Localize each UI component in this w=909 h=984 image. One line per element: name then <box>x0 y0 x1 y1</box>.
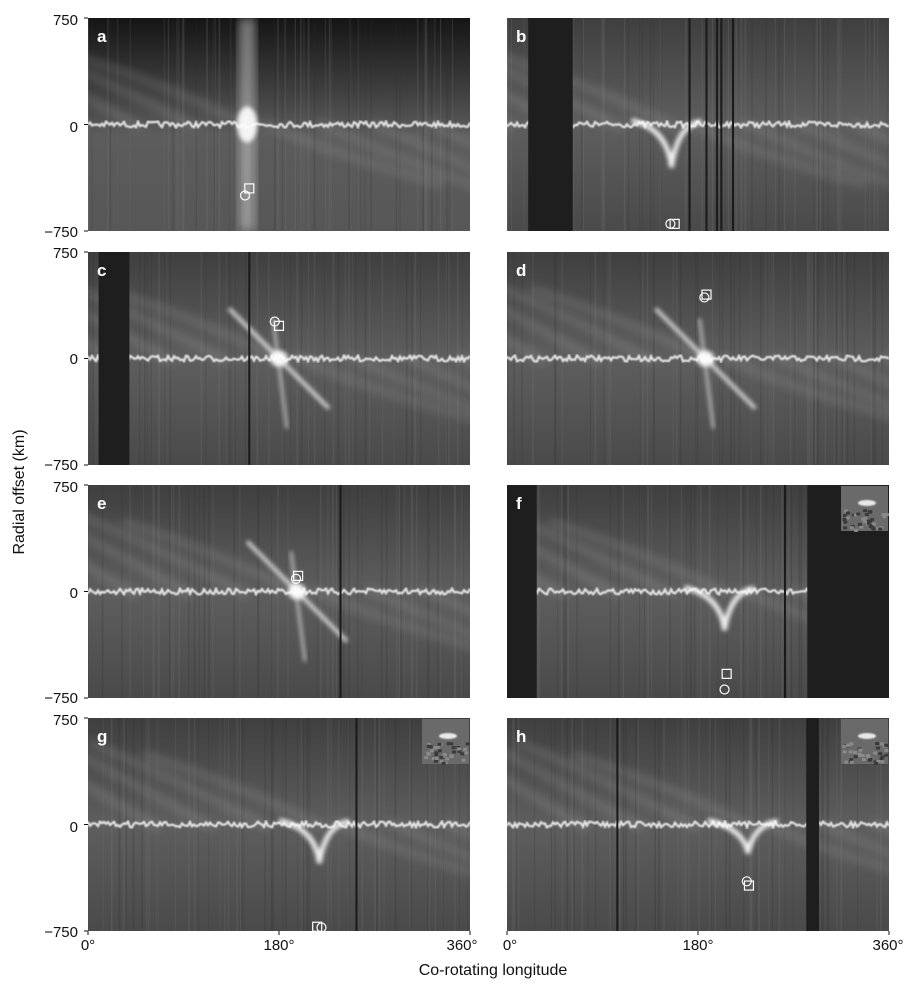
x-axis-title: Co-rotating longitude <box>419 962 568 979</box>
marker-circle <box>741 876 752 887</box>
panel-a: a <box>84 17 470 232</box>
y-tick-label-top: 750 <box>53 245 78 262</box>
feature-cross <box>654 307 757 429</box>
y-tick-label-zero: 0 <box>70 119 78 136</box>
panel-b: b <box>507 18 889 231</box>
y-tick-label-bottom: −750 <box>44 224 78 241</box>
panel-f: f <box>507 485 889 698</box>
feature-droop <box>683 585 756 631</box>
marker-circle <box>239 190 251 201</box>
data-gap-band <box>806 718 819 931</box>
y-tick-label-bottom: −750 <box>44 457 78 474</box>
feature-droop <box>707 818 779 854</box>
panel-letter: d <box>516 261 526 280</box>
panel-d: d <box>507 252 889 465</box>
marker-circle <box>699 292 710 303</box>
marker-circle <box>665 218 676 229</box>
y-tick-label-zero: 0 <box>70 351 78 368</box>
data-gap-band <box>98 252 130 465</box>
background-texture <box>507 252 883 465</box>
y-tick-label-zero: 0 <box>70 585 78 602</box>
marker-circle <box>269 316 280 327</box>
data-gap-band <box>528 18 573 231</box>
x-tick-label-180-right: 180° <box>682 937 713 954</box>
feature-droop <box>278 818 350 864</box>
marker-circle <box>290 573 302 584</box>
panel-letter: h <box>516 727 526 746</box>
feature-droop <box>630 118 703 168</box>
feature-cross <box>227 307 331 429</box>
x-tick-label-360-right: 360° <box>872 937 903 954</box>
wake-streaks <box>507 287 889 417</box>
y-tick-label-bottom: −750 <box>44 690 78 707</box>
wake-streaks <box>507 741 889 871</box>
marker-square <box>312 921 323 931</box>
feature-vertical <box>237 18 258 231</box>
feature-cross <box>245 540 349 662</box>
marker-square <box>669 218 680 229</box>
panel-letter: g <box>97 727 107 746</box>
y-axis-title: Radial offset (km) <box>11 429 28 554</box>
x-tick-label-0-left: 0° <box>81 937 95 954</box>
y-tick-label-bottom: −750 <box>44 924 78 941</box>
panel-e: e <box>84 484 470 699</box>
panel-letter: f <box>516 494 522 513</box>
wake-streaks <box>88 741 470 874</box>
y-tick-label-top: 750 <box>53 12 78 29</box>
ring-core-line <box>88 585 470 597</box>
marker-square <box>293 570 304 581</box>
marker-square <box>701 289 712 300</box>
panels-layer: a b c d e f g h <box>84 17 890 935</box>
wake-streaks <box>88 517 470 647</box>
ring-core-line <box>88 118 470 130</box>
x-tick-label-0-right: 0° <box>503 937 517 954</box>
ring-core-line <box>88 818 470 831</box>
panel-letter: c <box>97 261 106 280</box>
inset-thumbnail <box>841 719 889 765</box>
marker-square <box>721 668 732 679</box>
marker-circle <box>719 684 730 695</box>
ring-core-line <box>507 818 889 831</box>
panel-c: c <box>84 251 470 466</box>
y-tick-label-top: 750 <box>53 712 78 729</box>
marker-circle <box>316 922 327 931</box>
x-tick-label-360-left: 360° <box>446 937 477 954</box>
panel-g: g <box>84 717 471 935</box>
panel-letter: a <box>97 27 107 46</box>
panel-letter: b <box>516 27 526 46</box>
inset-thumbnail <box>422 719 470 765</box>
panel-letter: e <box>97 494 106 513</box>
wake-streaks <box>88 58 470 187</box>
x-tick-label-180-left: 180° <box>263 937 294 954</box>
y-tick-label-zero: 0 <box>70 819 78 836</box>
data-gap-band <box>507 485 537 698</box>
inset-thumbnail <box>841 486 889 532</box>
panel-h: h <box>506 718 890 935</box>
y-tick-label-top: 750 <box>53 479 78 496</box>
